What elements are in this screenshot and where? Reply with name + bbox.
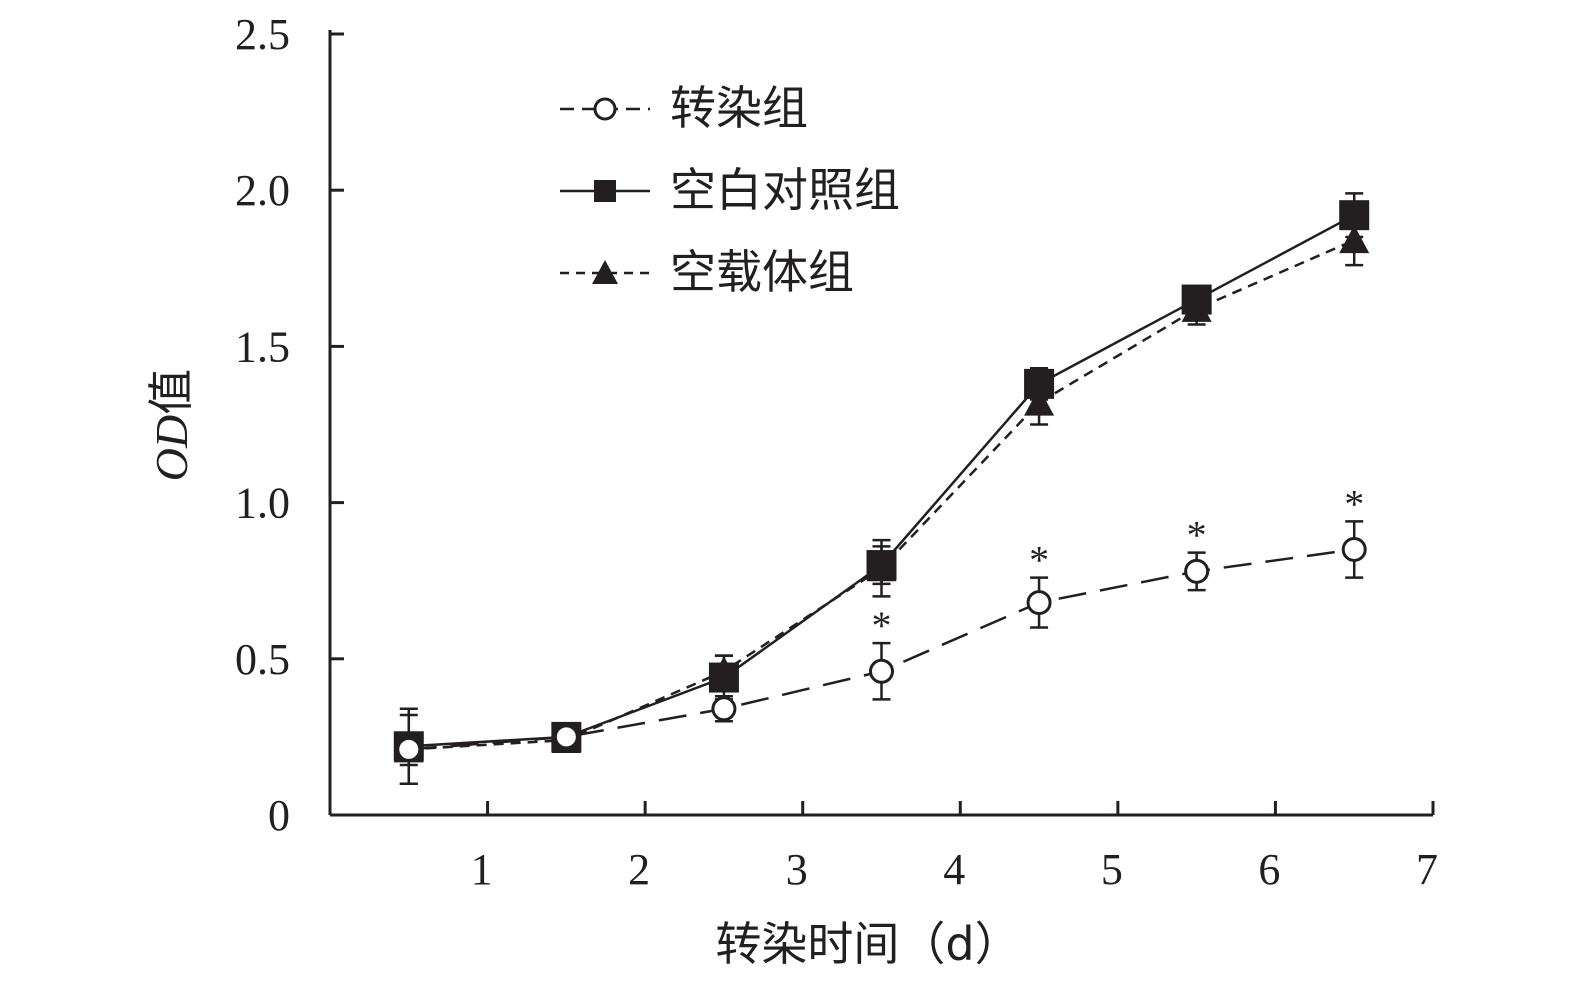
data-point-square (1339, 200, 1370, 231)
legend-item-empty-vector: 空载体组 (560, 245, 854, 299)
y-tick-label: 0.5 (235, 635, 290, 684)
legend-label-transfection: 转染组 (670, 81, 808, 135)
y-axis-label: OD值 (144, 369, 198, 481)
legend-item-transfection: 转染组 (560, 81, 808, 135)
y-tick-label: 1.0 (235, 479, 290, 528)
y-axis-label-suffix: 值 (144, 369, 198, 415)
data-point-triangle (1339, 225, 1370, 254)
x-tick-label: 1 (471, 845, 493, 894)
legend-marker-blank-control (594, 180, 616, 202)
axes (328, 30, 1433, 817)
data-point-triangle (1024, 387, 1055, 416)
x-ticks: 1 2 3 4 5 6 7 (471, 801, 1438, 894)
legend-item-blank-control: 空白对照组 (560, 163, 900, 217)
significance-marker: * (1029, 538, 1049, 583)
significance-marker: * (1344, 481, 1364, 526)
data-point-circle (553, 724, 579, 750)
legend: 转染组 空白对照组 空载体组 (560, 81, 900, 299)
data-point-circle (869, 658, 894, 684)
x-axis-label: 转染时间（d） (715, 917, 1020, 971)
significance-marker: * (1187, 513, 1207, 558)
legend-label-blank-control: 空白对照组 (670, 163, 900, 217)
legend-marker-transfection (593, 97, 617, 121)
data-point-square (1181, 284, 1212, 315)
plot-area: * * * * (393, 192, 1370, 786)
y-tick-label: 1.5 (235, 322, 290, 371)
y-axis-label-italic: OD (146, 415, 197, 481)
x-tick-label: 7 (1416, 845, 1438, 894)
legend-marker-empty-vector (592, 260, 618, 284)
data-point-circle (1026, 590, 1052, 616)
x-tick-label: 4 (943, 845, 965, 894)
data-point-circle (711, 696, 737, 722)
significance-marker: * (872, 603, 892, 648)
data-point-square (866, 550, 897, 581)
data-point-circle (1341, 536, 1367, 562)
data-point-circle (396, 736, 422, 762)
data-point-square (708, 662, 739, 693)
y-ticks: 0 0.5 1.0 1.5 2.0 2.5 (235, 10, 344, 840)
data-point-circle (1184, 558, 1210, 584)
legend-label-empty-vector: 空载体组 (670, 245, 854, 299)
y-tick-label: 2.5 (235, 10, 290, 59)
y-tick-label: 2.0 (235, 166, 290, 215)
x-tick-label: 5 (1101, 845, 1123, 894)
x-tick-label: 3 (786, 845, 808, 894)
x-tick-label: 6 (1258, 845, 1280, 894)
y-tick-label: 0 (268, 791, 290, 840)
data-point-square (1024, 368, 1055, 399)
x-tick-label: 2 (628, 845, 650, 894)
